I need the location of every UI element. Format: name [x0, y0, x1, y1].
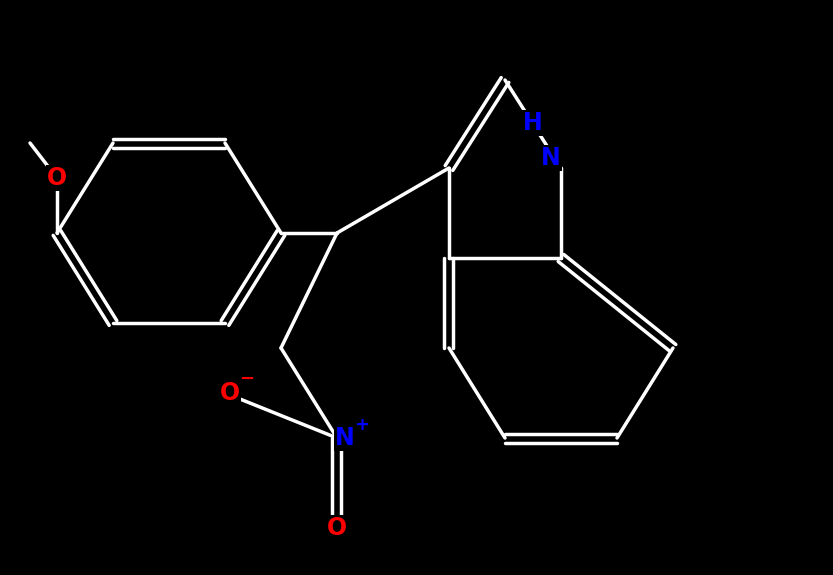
Text: −: −	[239, 370, 255, 388]
Text: O: O	[327, 516, 347, 540]
Text: N: N	[335, 426, 355, 450]
Text: +: +	[355, 416, 370, 434]
Text: O: O	[47, 166, 67, 190]
Text: N: N	[541, 146, 561, 170]
Text: O: O	[220, 381, 240, 405]
Text: H: H	[523, 111, 543, 135]
